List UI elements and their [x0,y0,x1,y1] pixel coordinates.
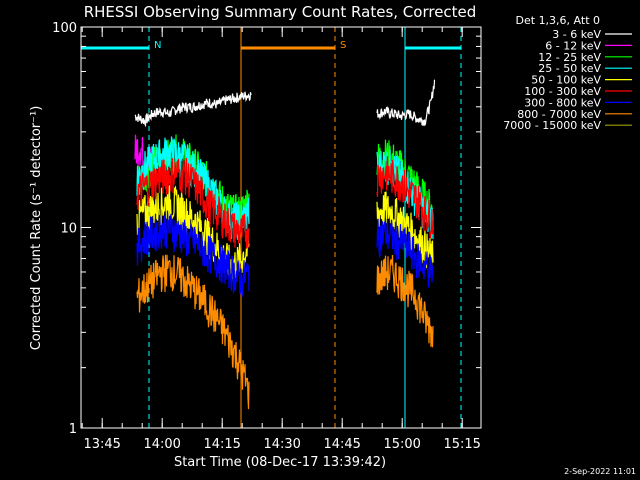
series-25-50-kev-segment-0 [136,136,250,240]
series-100-300-kev-segment-0 [136,157,250,249]
legend-entry-label: 12 - 25 keV [538,51,601,64]
chart-title: RHESSI Observing Summary Count Rates, Co… [84,3,477,21]
series-300-800-kev-segment-1 [376,218,434,288]
series-3-6-kev-segment-0 [134,91,252,128]
x-axis-ticks: 13:45 14:00 14:15 14:30 14:45 15:00 15:15 [81,27,481,452]
x-tick-label: 14:45 [323,437,360,452]
x-tick-label: 13:45 [83,437,120,452]
y-axis-ticks: 1 10 100 [52,21,481,437]
timestamp: 2-Sep-2022 11:01 [564,467,636,476]
legend-entry-label: 3 - 6 keV [552,28,601,41]
y-tick-label: 100 [52,21,77,36]
series-3-6-kev-segment-1 [376,79,436,127]
y-tick-label: 10 [60,222,77,237]
series-800-7000-kev-segment-1 [376,254,434,348]
legend-entry-label: 6 - 12 keV [545,39,601,52]
legend-entry-label: 7000 - 15000 keV [503,119,601,132]
x-tick-label: 14:30 [263,437,300,452]
legend-entry-label: 50 - 100 keV [531,74,601,87]
marker-n-label: N [154,40,161,51]
marker-s-label: S [340,40,346,51]
y-tick-label: 1 [69,422,77,437]
series-100-300-kev-segment-1 [376,156,434,239]
x-tick-label: 15:00 [383,437,420,452]
legend-entry-label: 100 - 300 keV [524,85,601,98]
x-tick-label: 14:00 [143,437,180,452]
x-axis-label: Start Time (08-Dec-17 13:39:42) [174,455,386,470]
legend-entry-label: 800 - 7000 keV [517,108,601,121]
series-300-800-kev-segment-0 [136,210,250,298]
legend-entry-label: 25 - 50 keV [538,62,601,75]
x-tick-label: 15:15 [443,437,480,452]
x-tick-label: 14:15 [203,437,240,452]
series-800-7000-kev-segment-0 [136,254,250,410]
y-axis-label: Corrected Count Rate (s⁻¹ detector⁻¹) [29,106,44,351]
legend-title: Det 1,3,6, Att 0 [516,14,600,27]
legend-entry-label: 300 - 800 keV [524,96,601,109]
